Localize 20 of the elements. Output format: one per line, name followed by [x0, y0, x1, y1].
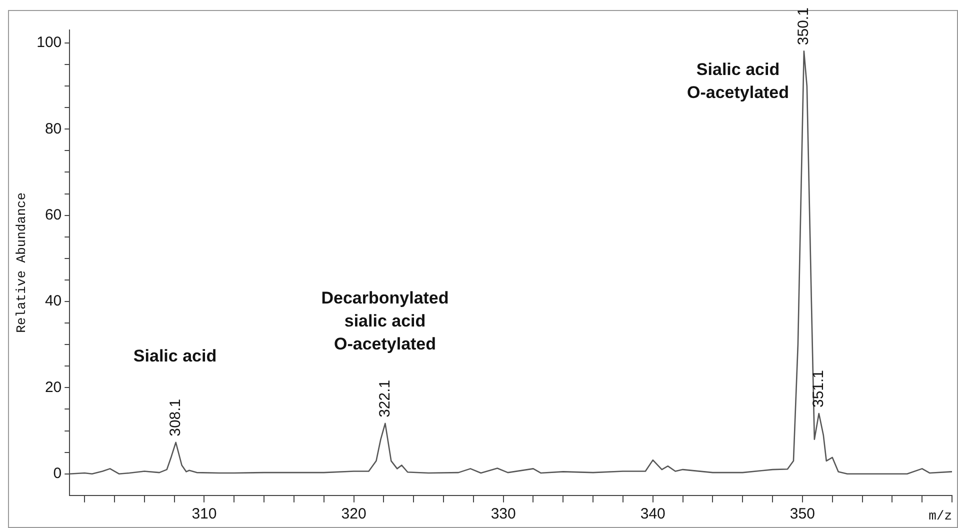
y-tick-label: 20: [44, 378, 62, 396]
y-tick-label: 0: [53, 464, 62, 482]
annotation: 351.1: [810, 370, 828, 408]
x-tick-label: 340: [640, 506, 666, 523]
x-axis-title: m/z: [928, 508, 952, 524]
y-axis-title: Relative Abundance: [14, 192, 30, 333]
annotation: Decarbonylated sialic acid O-acetylated: [321, 288, 449, 354]
annotation: Sialic acid: [133, 346, 217, 366]
annotation: Sialic acid O-acetylated: [686, 60, 790, 102]
annotation: 322.1: [376, 380, 394, 418]
x-tick-label: 350: [790, 506, 815, 523]
x-tick-label: 310: [192, 506, 217, 523]
annotation: 350.1: [795, 8, 812, 46]
y-tick-label: 40: [44, 292, 62, 310]
y-tick-label: 60: [44, 206, 62, 224]
x-tick-label: 320: [341, 506, 366, 523]
y-tick-label: 100: [36, 34, 62, 52]
x-tick-label: 330: [490, 506, 516, 523]
annotation: 308.1: [166, 398, 184, 436]
y-tick-label: 80: [44, 120, 62, 138]
